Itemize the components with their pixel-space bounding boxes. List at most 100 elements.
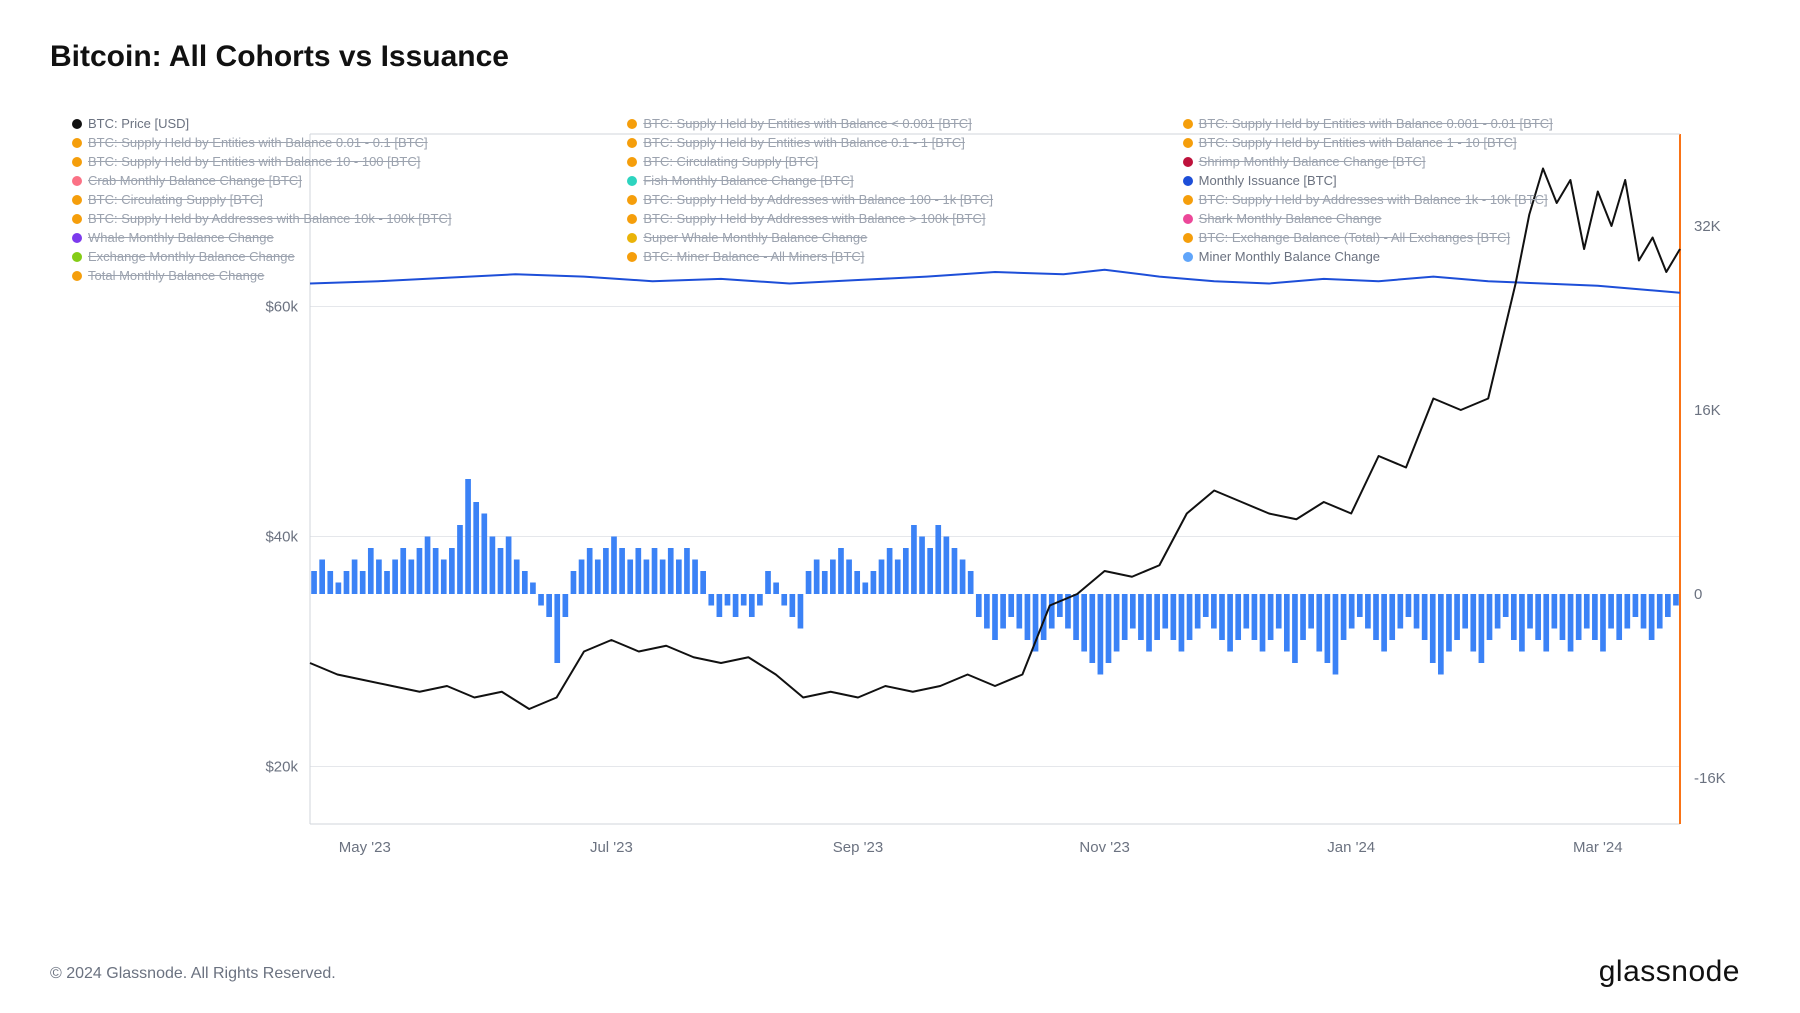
legend-marker-icon	[1183, 157, 1193, 167]
miner-bar	[1487, 594, 1493, 640]
miner-bar	[384, 571, 390, 594]
miner-bar	[1657, 594, 1663, 629]
miner-bar	[1268, 594, 1274, 640]
legend-item[interactable]: Exchange Monthly Balance Change	[72, 249, 617, 264]
legend-item[interactable]: BTC: Supply Held by Addresses with Balan…	[627, 192, 1172, 207]
miner-bar	[952, 548, 958, 594]
miner-bar	[838, 548, 844, 594]
miner-bar	[725, 594, 731, 606]
miner-bar	[457, 525, 463, 594]
miner-bar	[1568, 594, 1574, 652]
miner-bar	[1503, 594, 1509, 617]
miner-bar	[1624, 594, 1630, 629]
chart-title: Bitcoin: All Cohorts vs Issuance	[50, 40, 1750, 74]
miner-bar	[344, 571, 350, 594]
legend-item[interactable]: Super Whale Monthly Balance Change	[627, 230, 1172, 245]
legend-item[interactable]: BTC: Supply Held by Entities with Balanc…	[1183, 135, 1728, 150]
miner-bar	[579, 560, 585, 595]
miner-bar	[425, 537, 431, 595]
legend-item[interactable]: BTC: Supply Held by Entities with Balanc…	[72, 135, 617, 150]
y-left-tick-label: $40k	[265, 529, 298, 546]
legend-item[interactable]: Shrimp Monthly Balance Change [BTC]	[1183, 154, 1728, 169]
legend-item[interactable]: Miner Monthly Balance Change	[1183, 249, 1728, 264]
miner-bar	[1665, 594, 1671, 617]
miner-bar	[846, 560, 852, 595]
miner-bar	[1422, 594, 1428, 640]
legend-item[interactable]: Crab Monthly Balance Change [BTC]	[72, 173, 617, 188]
miner-bar	[1316, 594, 1322, 652]
miner-bar	[717, 594, 723, 617]
legend-item[interactable]: Fish Monthly Balance Change [BTC]	[627, 173, 1172, 188]
legend-item[interactable]: BTC: Miner Balance - All Miners [BTC]	[627, 249, 1172, 264]
legend-marker-icon	[72, 138, 82, 148]
miner-bar	[1284, 594, 1290, 652]
brand-logo: glassnode	[1599, 955, 1740, 989]
x-tick-label: Sep '23	[833, 839, 883, 856]
miner-bar	[1300, 594, 1306, 640]
legend-marker-icon	[72, 176, 82, 186]
miner-bar	[944, 537, 950, 595]
miner-bar	[611, 537, 617, 595]
legend-item[interactable]: BTC: Price [USD]	[72, 116, 617, 131]
y-right-tick-label: 0	[1694, 586, 1702, 603]
legend-item[interactable]: Monthly Issuance [BTC]	[1183, 173, 1728, 188]
miner-bar	[571, 571, 577, 594]
miner-bar	[1633, 594, 1639, 617]
legend-item[interactable]: BTC: Circulating Supply [BTC]	[72, 192, 617, 207]
legend-item[interactable]: BTC: Exchange Balance (Total) - All Exch…	[1183, 230, 1728, 245]
legend-label: Exchange Monthly Balance Change	[88, 249, 295, 264]
legend-marker-icon	[627, 252, 637, 262]
miner-bar	[619, 548, 625, 594]
miner-bar	[627, 560, 633, 595]
miner-bar	[546, 594, 552, 617]
legend-item[interactable]: BTC: Supply Held by Entities with Balanc…	[72, 154, 617, 169]
miner-bar	[1130, 594, 1136, 629]
legend-item[interactable]: BTC: Supply Held by Entities with Balanc…	[1183, 116, 1728, 131]
miner-bar	[911, 525, 917, 594]
miner-bar	[992, 594, 998, 640]
miner-bar	[976, 594, 982, 617]
miner-bar	[522, 571, 528, 594]
legend-item[interactable]: BTC: Supply Held by Entities with Balanc…	[627, 116, 1172, 131]
legend-label: Monthly Issuance [BTC]	[1199, 173, 1337, 188]
legend-item[interactable]: BTC: Supply Held by Addresses with Balan…	[1183, 192, 1728, 207]
miner-bar	[895, 560, 901, 595]
miner-bar	[684, 548, 690, 594]
legend-label: BTC: Supply Held by Addresses with Balan…	[643, 192, 993, 207]
miner-bar	[1243, 594, 1249, 629]
legend-label: BTC: Supply Held by Entities with Balanc…	[1199, 135, 1517, 150]
copyright-footer: © 2024 Glassnode. All Rights Reserved.	[50, 965, 336, 983]
legend-item[interactable]: BTC: Circulating Supply [BTC]	[627, 154, 1172, 169]
miner-bar	[1008, 594, 1014, 617]
legend-label: Total Monthly Balance Change	[88, 268, 264, 283]
miner-bar	[1016, 594, 1022, 629]
legend-marker-icon	[1183, 233, 1193, 243]
legend-label: BTC: Miner Balance - All Miners [BTC]	[643, 249, 864, 264]
miner-bar	[530, 583, 536, 595]
legend-item[interactable]: BTC: Supply Held by Entities with Balanc…	[627, 135, 1172, 150]
miner-bar	[368, 548, 374, 594]
legend-marker-icon	[627, 195, 637, 205]
miner-bar	[473, 502, 479, 594]
miner-bar	[1584, 594, 1590, 629]
legend-item[interactable]: Shark Monthly Balance Change	[1183, 211, 1728, 226]
legend-item[interactable]: Whale Monthly Balance Change	[72, 230, 617, 245]
miner-bar	[538, 594, 544, 606]
miner-bar	[1519, 594, 1525, 652]
legend-item[interactable]: Total Monthly Balance Change	[72, 268, 617, 283]
miner-bar	[360, 571, 366, 594]
legend-marker-icon	[627, 233, 637, 243]
miner-bar	[806, 571, 812, 594]
miner-bar	[960, 560, 966, 595]
miner-bar	[449, 548, 455, 594]
miner-bar	[854, 571, 860, 594]
legend-label: Shark Monthly Balance Change	[1199, 211, 1382, 226]
y-right-tick-label: -16K	[1694, 770, 1726, 787]
y-right-tick-label: 16K	[1694, 402, 1721, 419]
miner-bar	[1430, 594, 1436, 663]
miner-bar	[1308, 594, 1314, 629]
legend-label: BTC: Supply Held by Entities with Balanc…	[88, 154, 420, 169]
legend-item[interactable]: BTC: Supply Held by Addresses with Balan…	[627, 211, 1172, 226]
miner-bar	[1187, 594, 1193, 640]
legend-item[interactable]: BTC: Supply Held by Addresses with Balan…	[72, 211, 617, 226]
